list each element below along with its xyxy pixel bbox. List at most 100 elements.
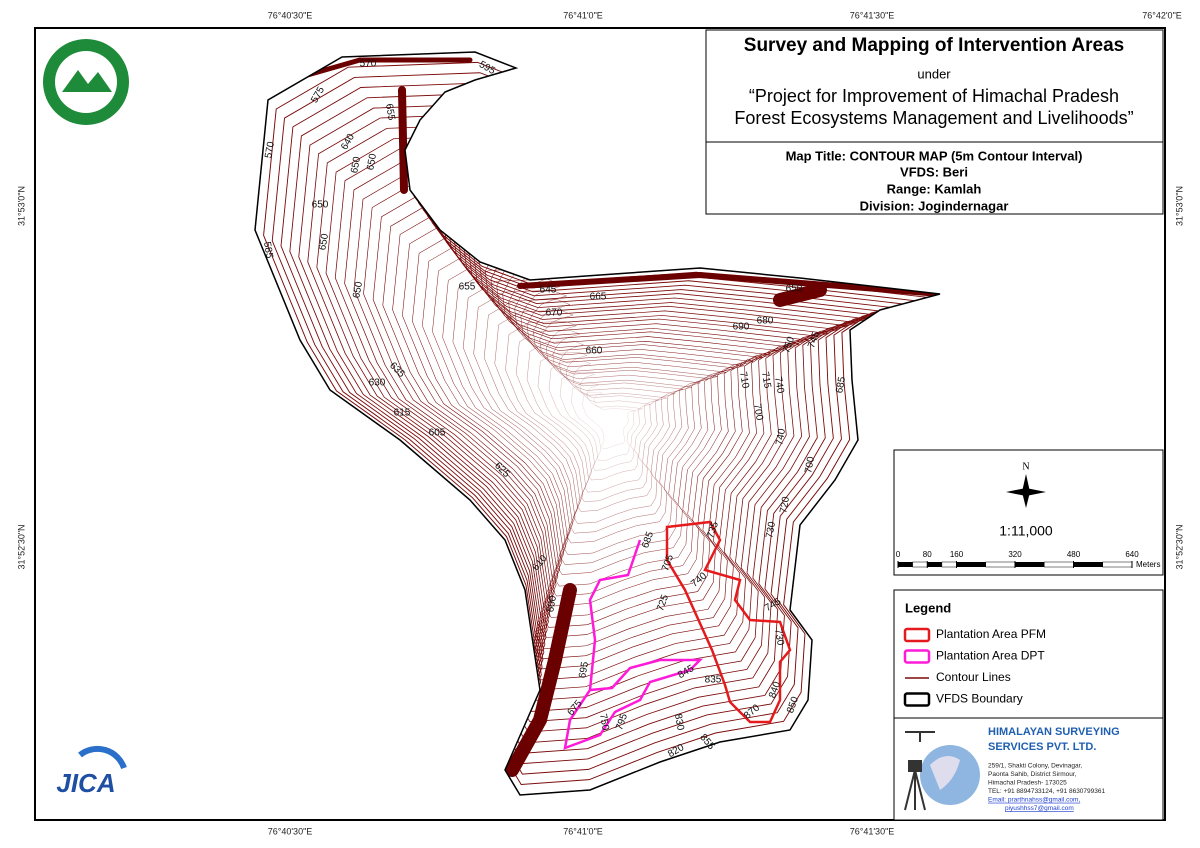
north-label: N (1022, 461, 1029, 472)
contour-label: 650 (317, 232, 331, 251)
scale-segment (912, 561, 928, 568)
jica-text: JICA (56, 768, 115, 798)
contour-label: 715 (759, 371, 773, 390)
company-email: piyushhss7@gmail.com (1005, 805, 1074, 812)
plantation-dpt (563, 539, 704, 750)
project-line: “Project for Improvement of Himachal Pra… (749, 86, 1119, 106)
contour-label: 605 (429, 428, 446, 439)
contour-label: 660 (586, 346, 603, 357)
contour-label: 740 (774, 427, 788, 446)
legend-label: Plantation Area PFM (936, 627, 1046, 641)
contour-label: 670 (546, 308, 563, 319)
contour-label: 795 (614, 712, 630, 732)
scale-segment (985, 561, 1016, 568)
jica-logo: JICA (56, 745, 127, 798)
legend-label: Plantation Area DPT (936, 649, 1045, 663)
title-box (705, 29, 1164, 143)
contour-label: 585 (261, 241, 275, 260)
contour-label: 830 (672, 713, 686, 732)
contour-label: 750 (597, 713, 611, 732)
vfds: VFDS: Beri (900, 164, 968, 179)
contour-label: 700 (751, 403, 765, 422)
scale-segment (1015, 562, 1045, 567)
legend-swatch (903, 627, 931, 643)
subtitle: under (917, 66, 951, 81)
longitude-label: 76°42'0"E (1142, 10, 1182, 20)
contour-label: 635 (387, 360, 407, 380)
plantation-pfm (665, 520, 792, 724)
company-logo (904, 731, 980, 811)
company-address-line: Paonta Sahib, District Sirmour, (988, 771, 1077, 778)
north-arrow (1006, 474, 1046, 508)
contour-line (582, 391, 635, 449)
scale-tick-label: 480 (1067, 550, 1081, 559)
contour-line (516, 330, 684, 512)
contour-label: 650 (351, 280, 365, 299)
longitude-label: 76°40'30"E (268, 826, 313, 836)
contour-label: 695 (577, 660, 591, 679)
contour-label: 650 (786, 284, 803, 295)
contour-line (372, 185, 810, 660)
contour-label: 570 (360, 59, 377, 70)
contour-label: 745 (763, 596, 783, 614)
contour-label: 650 (312, 200, 329, 211)
scale-segment (898, 562, 913, 567)
latitude-label: 31°52'30"N (1174, 524, 1184, 569)
range: Range: Kamlah (887, 181, 982, 196)
scale-tick-label: 640 (1125, 550, 1139, 559)
contour-label: 690 (733, 322, 750, 333)
map-frame (34, 27, 1166, 821)
company-name: SERVICES PVT. LTD. (988, 741, 1096, 753)
contour-label: 700 (803, 455, 817, 474)
contour-label: 710 (737, 371, 751, 390)
contour-label: 820 (666, 742, 686, 760)
contour-label: 685 (834, 375, 848, 394)
contour-label: 730 (772, 628, 786, 647)
scale-tick-label: 160 (950, 550, 964, 559)
scale-unit: Meters (1136, 560, 1160, 569)
scale-box (893, 449, 1164, 576)
company-name: HIMALAYAN SURVEYING (988, 726, 1120, 738)
legend-label: Contour Lines (936, 670, 1011, 684)
legend-box (893, 589, 1164, 719)
contour-label: 740 (689, 570, 709, 589)
contour-label: 720 (778, 495, 792, 514)
longitude-label: 76°41'0"E (563, 10, 603, 20)
longitude-label: 76°41'30"E (850, 10, 895, 20)
longitude-label: 76°40'30"E (268, 10, 313, 20)
longitude-label: 76°41'0"E (563, 826, 603, 836)
scale-tick-label: 320 (1008, 550, 1022, 559)
contour-label: 600 (545, 594, 559, 613)
contour-label: 850 (785, 695, 801, 715)
scale-segment (1044, 561, 1074, 568)
scale-segment (956, 562, 986, 567)
legend-title: Legend (905, 600, 951, 615)
company-address: 259/1, Shakti Colony, Devinagar,Paonta S… (988, 763, 1105, 813)
scale-segment (927, 562, 942, 567)
contour-label: 650 (365, 152, 379, 171)
contour-label: 645 (540, 285, 557, 296)
contour-label: 725 (655, 593, 671, 613)
contour-label: 750 (781, 335, 797, 355)
scale-segment (1073, 562, 1103, 567)
legend-label: VFDS Boundary (936, 692, 1023, 706)
graticule-labels: 76°40'30"E 76°41'0"E 76°41'30"E 76°42'0"E 76… (16, 10, 1184, 836)
contour-label: 655 (383, 103, 397, 122)
legend-swatch (903, 692, 931, 707)
division: Division: Jogindernagar (860, 198, 1009, 213)
company-address-line: TEL: +91 8894733124, +91 8630799361 (988, 788, 1105, 795)
title: Survey and Mapping of Intervention Areas (744, 35, 1124, 56)
contour-line (473, 290, 718, 555)
contour-label: 730 (764, 520, 778, 539)
contour-line (537, 352, 667, 493)
scale-segment (1102, 561, 1133, 568)
contour-label: 740 (772, 376, 786, 395)
scale-ratio: 1:11,000 (999, 523, 1053, 539)
contour-label: 650 (349, 155, 363, 174)
contour-line (526, 341, 676, 502)
company-address-line: 259/1, Shakti Colony, Devinagar, (988, 763, 1082, 770)
contour-label: 655 (459, 282, 476, 293)
legend-swatch (903, 649, 931, 664)
